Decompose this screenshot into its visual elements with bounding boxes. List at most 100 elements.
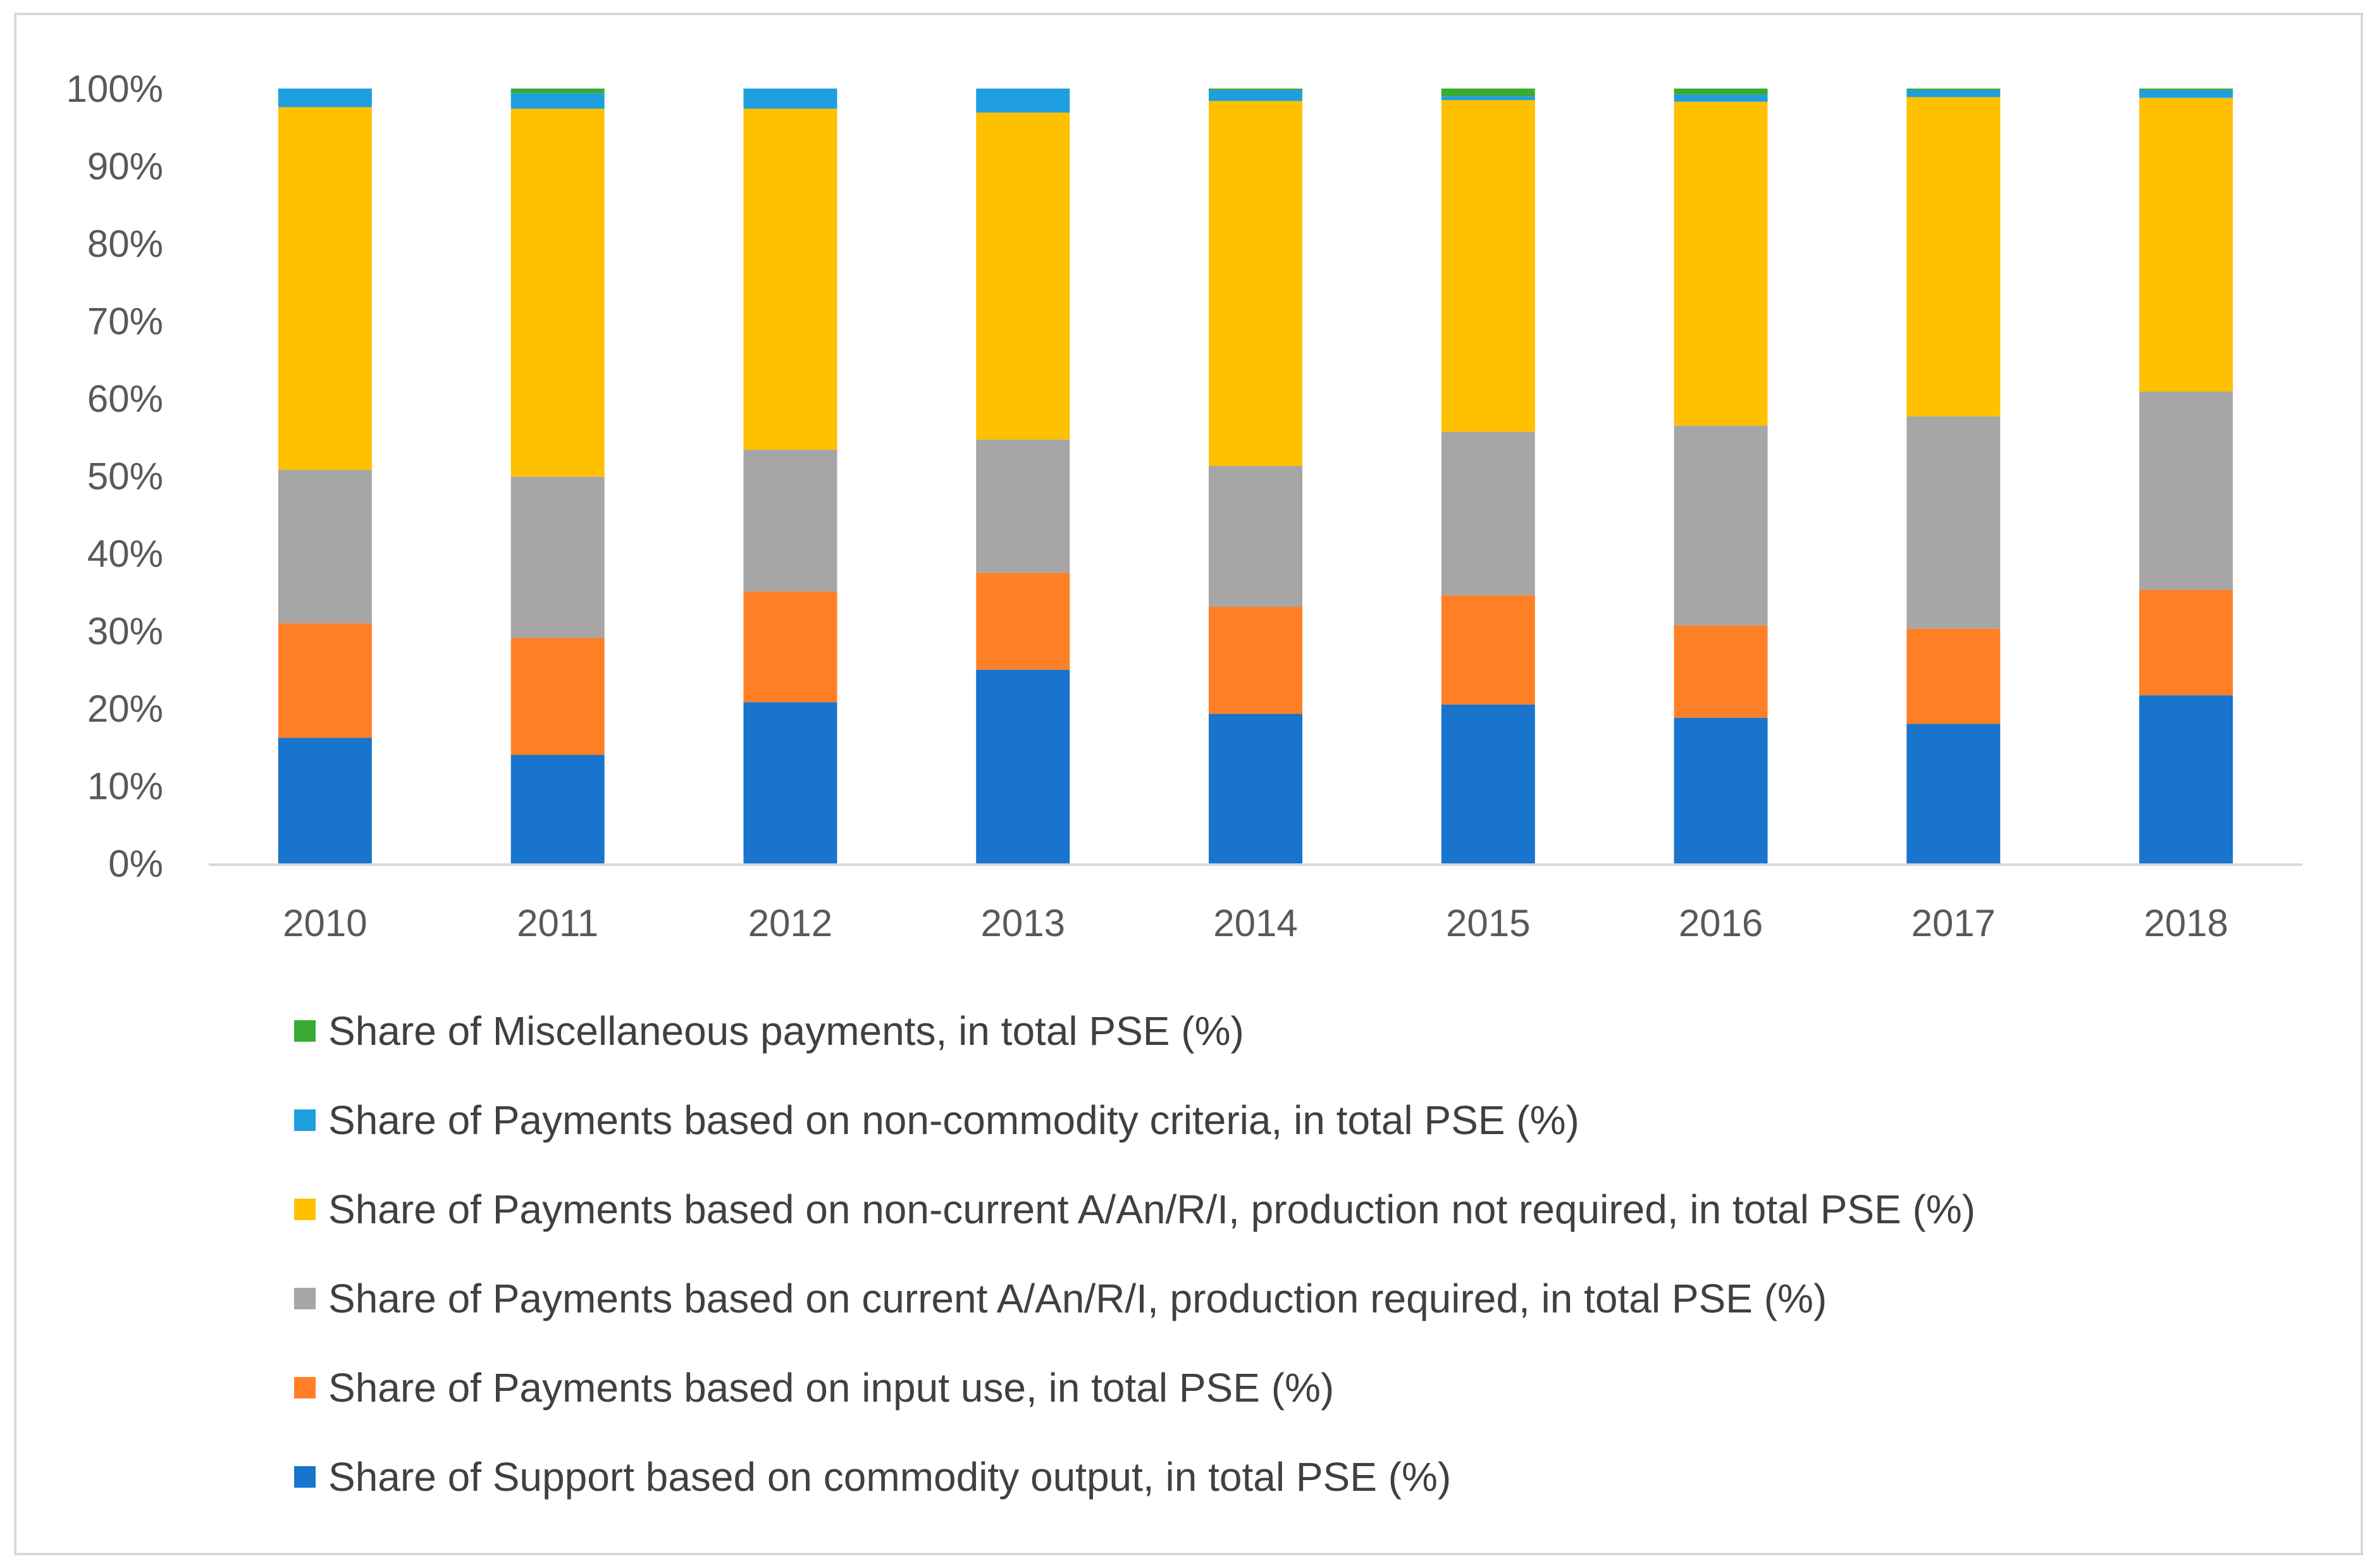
bar-segment-2016-series-4	[1674, 94, 1768, 102]
legend-label: Share of Payments based on input use, in…	[328, 1365, 1334, 1411]
bar-segment-2018-series-1	[2139, 590, 2233, 696]
y-tick-label: 70%	[87, 300, 163, 343]
bar-segment-2016-series-0	[1674, 717, 1768, 863]
bar-stack-2010	[278, 89, 372, 863]
bar-segment-2010-series-1	[278, 623, 372, 738]
x-tick-label: 2012	[748, 902, 832, 944]
y-tick-label: 30%	[87, 610, 163, 653]
bar-segment-2011-series-5	[510, 89, 605, 94]
bar-stack-2012	[743, 89, 837, 863]
x-tick-label: 2011	[517, 902, 598, 944]
x-tick-label: 2018	[2144, 902, 2228, 944]
bar-segment-2018-series-4	[2139, 90, 2233, 98]
bar-segment-2017-series-0	[1906, 724, 2001, 863]
legend-swatch	[294, 1109, 316, 1131]
bar-segment-2012-series-3	[743, 108, 837, 450]
bar-segment-2014-series-4	[1209, 90, 1302, 101]
bar-stack-2014	[1209, 89, 1302, 863]
legend-swatch	[294, 1466, 316, 1488]
bar-segment-2015-series-4	[1441, 96, 1535, 101]
legend-label: Share of Support based on commodity outp…	[328, 1454, 1451, 1500]
legend-label: Share of Miscellaneous payments, in tota…	[328, 1008, 1244, 1054]
bar-segment-2010-series-4	[278, 89, 372, 108]
bar-segment-2011-series-3	[510, 108, 605, 477]
legend: Share of Miscellaneous payments, in tota…	[294, 1008, 1975, 1500]
legend-swatch	[294, 1288, 316, 1309]
y-axis: 0% 10% 20% 30% 40% 50% 60% 70% 80% 90% 100%	[66, 68, 163, 885]
bar-segment-2010-series-2	[278, 469, 372, 624]
bar-segment-2010-series-3	[278, 107, 372, 470]
bar-segment-2013-series-0	[976, 669, 1070, 863]
y-tick-label: 100%	[66, 68, 163, 110]
bar-segment-2013-series-3	[976, 112, 1070, 440]
bar-stack-2013	[976, 89, 1070, 863]
y-tick-label: 40%	[87, 533, 163, 575]
bar-segment-2011-series-0	[510, 755, 605, 863]
x-tick-label: 2017	[1911, 902, 1996, 944]
legend-label: Share of Payments based on non-current A…	[328, 1187, 1975, 1232]
bar-segment-2017-series-4	[1906, 90, 2001, 97]
bar-segment-2012-series-4	[743, 89, 837, 109]
bar-segment-2018-series-0	[2139, 695, 2233, 863]
bar-segment-2016-series-3	[1674, 101, 1768, 426]
x-axis: 2010 2011 2012 2013 2014 2015 2016 2017 2018	[209, 863, 2302, 944]
bar-segment-2015-series-3	[1441, 100, 1535, 432]
y-tick-label: 90%	[87, 145, 163, 188]
bar-segment-2011-series-1	[510, 638, 605, 755]
y-tick-label: 0%	[108, 843, 163, 885]
y-tick-label: 50%	[87, 455, 163, 498]
y-tick-label: 60%	[87, 378, 163, 420]
bar-segment-2011-series-2	[510, 476, 605, 638]
bar-segment-2017-series-5	[1906, 89, 2001, 90]
bar-segment-2013-series-2	[976, 439, 1070, 573]
bar-segment-2018-series-2	[2139, 391, 2233, 590]
bar-segment-2017-series-1	[1906, 628, 2001, 724]
bar-segment-2012-series-0	[743, 702, 837, 863]
bar-stack-2015	[1441, 89, 1535, 863]
bar-segment-2011-series-4	[510, 93, 605, 109]
bar-segment-2016-series-1	[1674, 625, 1768, 718]
x-tick-label: 2014	[1213, 902, 1297, 944]
legend-item: Share of Support based on commodity outp…	[294, 1454, 1451, 1500]
legend-item: Share of Payments based on non-commodity…	[294, 1097, 1579, 1143]
bar-segment-2018-series-5	[2139, 89, 2233, 90]
bar-segment-2014-series-5	[1209, 89, 1302, 90]
y-tick-label: 20%	[87, 688, 163, 730]
legend-swatch	[294, 1377, 316, 1398]
legend-item: Share of Payments based on non-current A…	[294, 1187, 1975, 1232]
x-tick-label: 2010	[283, 902, 367, 944]
bar-segment-2015-series-0	[1441, 704, 1535, 863]
bar-segment-2015-series-5	[1441, 89, 1535, 97]
legend-item: Share of Miscellaneous payments, in tota…	[294, 1008, 1244, 1054]
bar-segment-2012-series-1	[743, 591, 837, 703]
bar-segment-2014-series-0	[1209, 713, 1302, 863]
bar-stack-2017	[1906, 89, 2001, 863]
x-tick-label: 2016	[1679, 902, 1763, 944]
legend-swatch	[294, 1020, 316, 1042]
bar-segment-2010-series-0	[278, 738, 372, 863]
x-tick-label: 2013	[980, 902, 1065, 944]
y-tick-label: 10%	[87, 765, 163, 808]
legend-item: Share of Payments based on input use, in…	[294, 1365, 1334, 1411]
bars	[278, 89, 2233, 863]
legend-label: Share of Payments based on current A/An/…	[328, 1276, 1827, 1321]
bar-stack-2011	[510, 89, 605, 863]
legend-swatch	[294, 1199, 316, 1220]
legend-item: Share of Payments based on current A/An/…	[294, 1276, 1827, 1321]
bar-segment-2013-series-1	[976, 572, 1070, 670]
x-tick-label: 2015	[1446, 902, 1530, 944]
bar-segment-2014-series-2	[1209, 466, 1302, 607]
y-tick-label: 80%	[87, 223, 163, 265]
bar-segment-2016-series-5	[1674, 89, 1768, 95]
bar-segment-2017-series-3	[1906, 97, 2001, 417]
bar-segment-2017-series-2	[1906, 416, 2001, 629]
bar-segment-2018-series-3	[2139, 97, 2233, 392]
bar-segment-2016-series-2	[1674, 425, 1768, 626]
bar-segment-2015-series-1	[1441, 595, 1535, 705]
bar-stack-2016	[1674, 89, 1768, 863]
legend-label: Share of Payments based on non-commodity…	[328, 1097, 1579, 1143]
bar-segment-2012-series-2	[743, 449, 837, 592]
bar-stack-2018	[2139, 89, 2233, 863]
bar-segment-2015-series-2	[1441, 431, 1535, 596]
